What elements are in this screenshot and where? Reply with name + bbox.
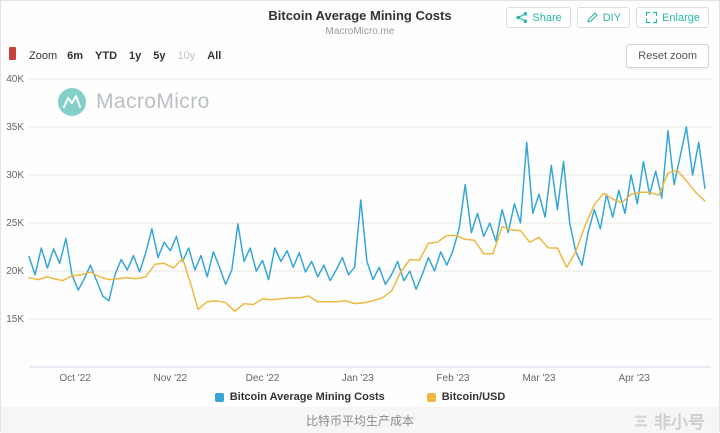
svg-text:Feb '23: Feb '23 bbox=[436, 373, 469, 384]
chart-area[interactable]: 15K 20K 25K 30K 35K 40K Oct '22 Nov '22 Dec '22 J… bbox=[1, 71, 719, 387]
svg-text:40K: 40K bbox=[6, 74, 24, 85]
chart-legend: Bitcoin Average Mining Costs Bitcoin/USD bbox=[1, 387, 719, 407]
svg-text:25K: 25K bbox=[6, 218, 24, 229]
reset-zoom-button[interactable]: Reset zoom bbox=[626, 44, 709, 68]
svg-text:35K: 35K bbox=[6, 122, 24, 133]
feixiaohao-watermark-text: 非小号 bbox=[654, 413, 705, 432]
range-button-ytd[interactable]: YTD bbox=[89, 47, 123, 65]
legend-item-btc-usd[interactable]: Bitcoin/USD bbox=[426, 391, 506, 403]
zoom-label: Zoom bbox=[29, 50, 58, 62]
diy-button-label: DIY bbox=[602, 11, 622, 24]
range-button-1y[interactable]: 1y bbox=[123, 47, 147, 65]
svg-text:15K: 15K bbox=[6, 314, 24, 325]
header-buttons: Share DIY Enlarge bbox=[506, 7, 709, 28]
legend-marker-yellow bbox=[426, 392, 436, 402]
range-button-10y[interactable]: 10y bbox=[172, 47, 202, 65]
caption-strip: 比特币平均生产成本 非小号 bbox=[1, 407, 719, 433]
legend-label-mining-costs: Bitcoin Average Mining Costs bbox=[229, 391, 385, 403]
range-button-6m[interactable]: 6m bbox=[61, 47, 89, 65]
svg-text:20K: 20K bbox=[6, 266, 24, 277]
range-button-5y[interactable]: 5y bbox=[147, 47, 171, 65]
enlarge-icon bbox=[645, 11, 658, 24]
chart-title: Bitcoin Average Mining Costs bbox=[268, 8, 452, 23]
share-icon bbox=[516, 12, 528, 23]
diy-button[interactable]: DIY bbox=[576, 7, 631, 28]
enlarge-button-label: Enlarge bbox=[662, 11, 700, 24]
range-toolbar: Zoom 6m YTD 1y 5y 10y All Reset zoom bbox=[1, 41, 719, 71]
svg-text:Nov '22: Nov '22 bbox=[154, 373, 188, 384]
line-chart[interactable]: 15K 20K 25K 30K 35K 40K Oct '22 Nov '22 Dec '22 J… bbox=[1, 71, 720, 387]
svg-text:Oct '22: Oct '22 bbox=[59, 373, 91, 384]
legend-marker-blue bbox=[214, 392, 224, 402]
chart-header: Bitcoin Average Mining Costs MacroMicro.… bbox=[1, 1, 719, 41]
title-block: Bitcoin Average Mining Costs MacroMicro.… bbox=[1, 8, 719, 37]
svg-text:Apr '23: Apr '23 bbox=[619, 373, 651, 384]
legend-label-btc-usd: Bitcoin/USD bbox=[441, 391, 506, 403]
share-button-label: Share bbox=[532, 11, 562, 24]
legend-item-mining-costs[interactable]: Bitcoin Average Mining Costs bbox=[214, 391, 385, 403]
pencil-icon bbox=[587, 12, 598, 23]
enlarge-button[interactable]: Enlarge bbox=[636, 7, 709, 28]
page-caption: 比特币平均生产成本 bbox=[305, 413, 414, 428]
feixiaohao-watermark: 非小号 bbox=[633, 408, 705, 433]
svg-text:Mar '23: Mar '23 bbox=[522, 373, 555, 384]
share-button[interactable]: Share bbox=[506, 7, 571, 28]
svg-text:Jan '23: Jan '23 bbox=[342, 373, 374, 384]
chart-subtitle: MacroMicro.me bbox=[325, 26, 395, 37]
corner-marker bbox=[9, 47, 16, 60]
feixiaohao-logo-icon bbox=[635, 415, 647, 426]
svg-text:Dec '22: Dec '22 bbox=[246, 373, 280, 384]
range-button-all[interactable]: All bbox=[201, 47, 227, 65]
svg-text:30K: 30K bbox=[6, 170, 24, 181]
